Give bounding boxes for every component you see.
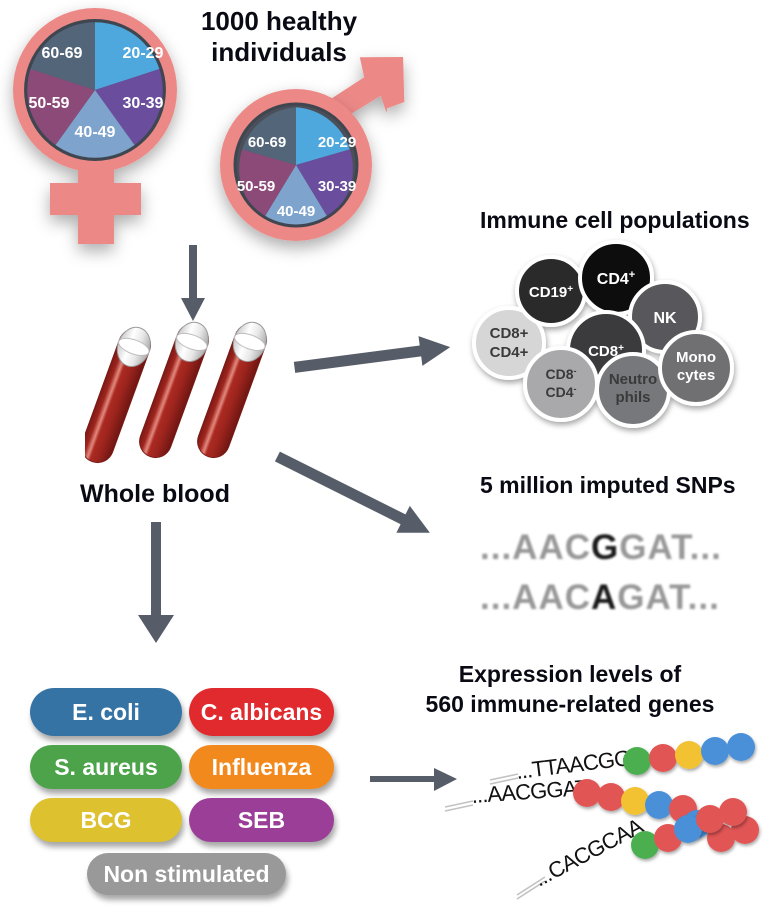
svg-text:...CACGCAA: ...CACGCAA bbox=[530, 813, 648, 892]
svg-text:...AACGGAT: ...AACGGAT bbox=[471, 775, 589, 808]
